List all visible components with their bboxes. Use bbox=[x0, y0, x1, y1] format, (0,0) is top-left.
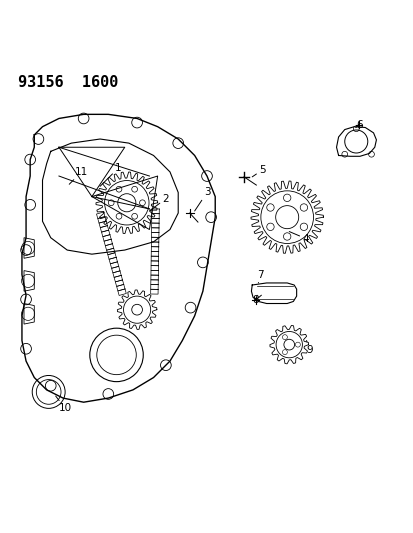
Text: 11: 11 bbox=[69, 167, 88, 184]
Text: 3: 3 bbox=[194, 188, 210, 211]
Text: 5: 5 bbox=[252, 165, 265, 177]
Text: 4: 4 bbox=[289, 231, 308, 244]
Text: 6: 6 bbox=[355, 119, 362, 130]
Text: 10: 10 bbox=[55, 396, 71, 414]
Text: 1: 1 bbox=[100, 163, 121, 187]
Text: 2: 2 bbox=[149, 193, 169, 211]
Text: 7: 7 bbox=[256, 270, 263, 283]
Text: 9: 9 bbox=[306, 341, 312, 354]
Text: 93156  1600: 93156 1600 bbox=[18, 75, 118, 90]
Text: 8: 8 bbox=[252, 295, 258, 305]
